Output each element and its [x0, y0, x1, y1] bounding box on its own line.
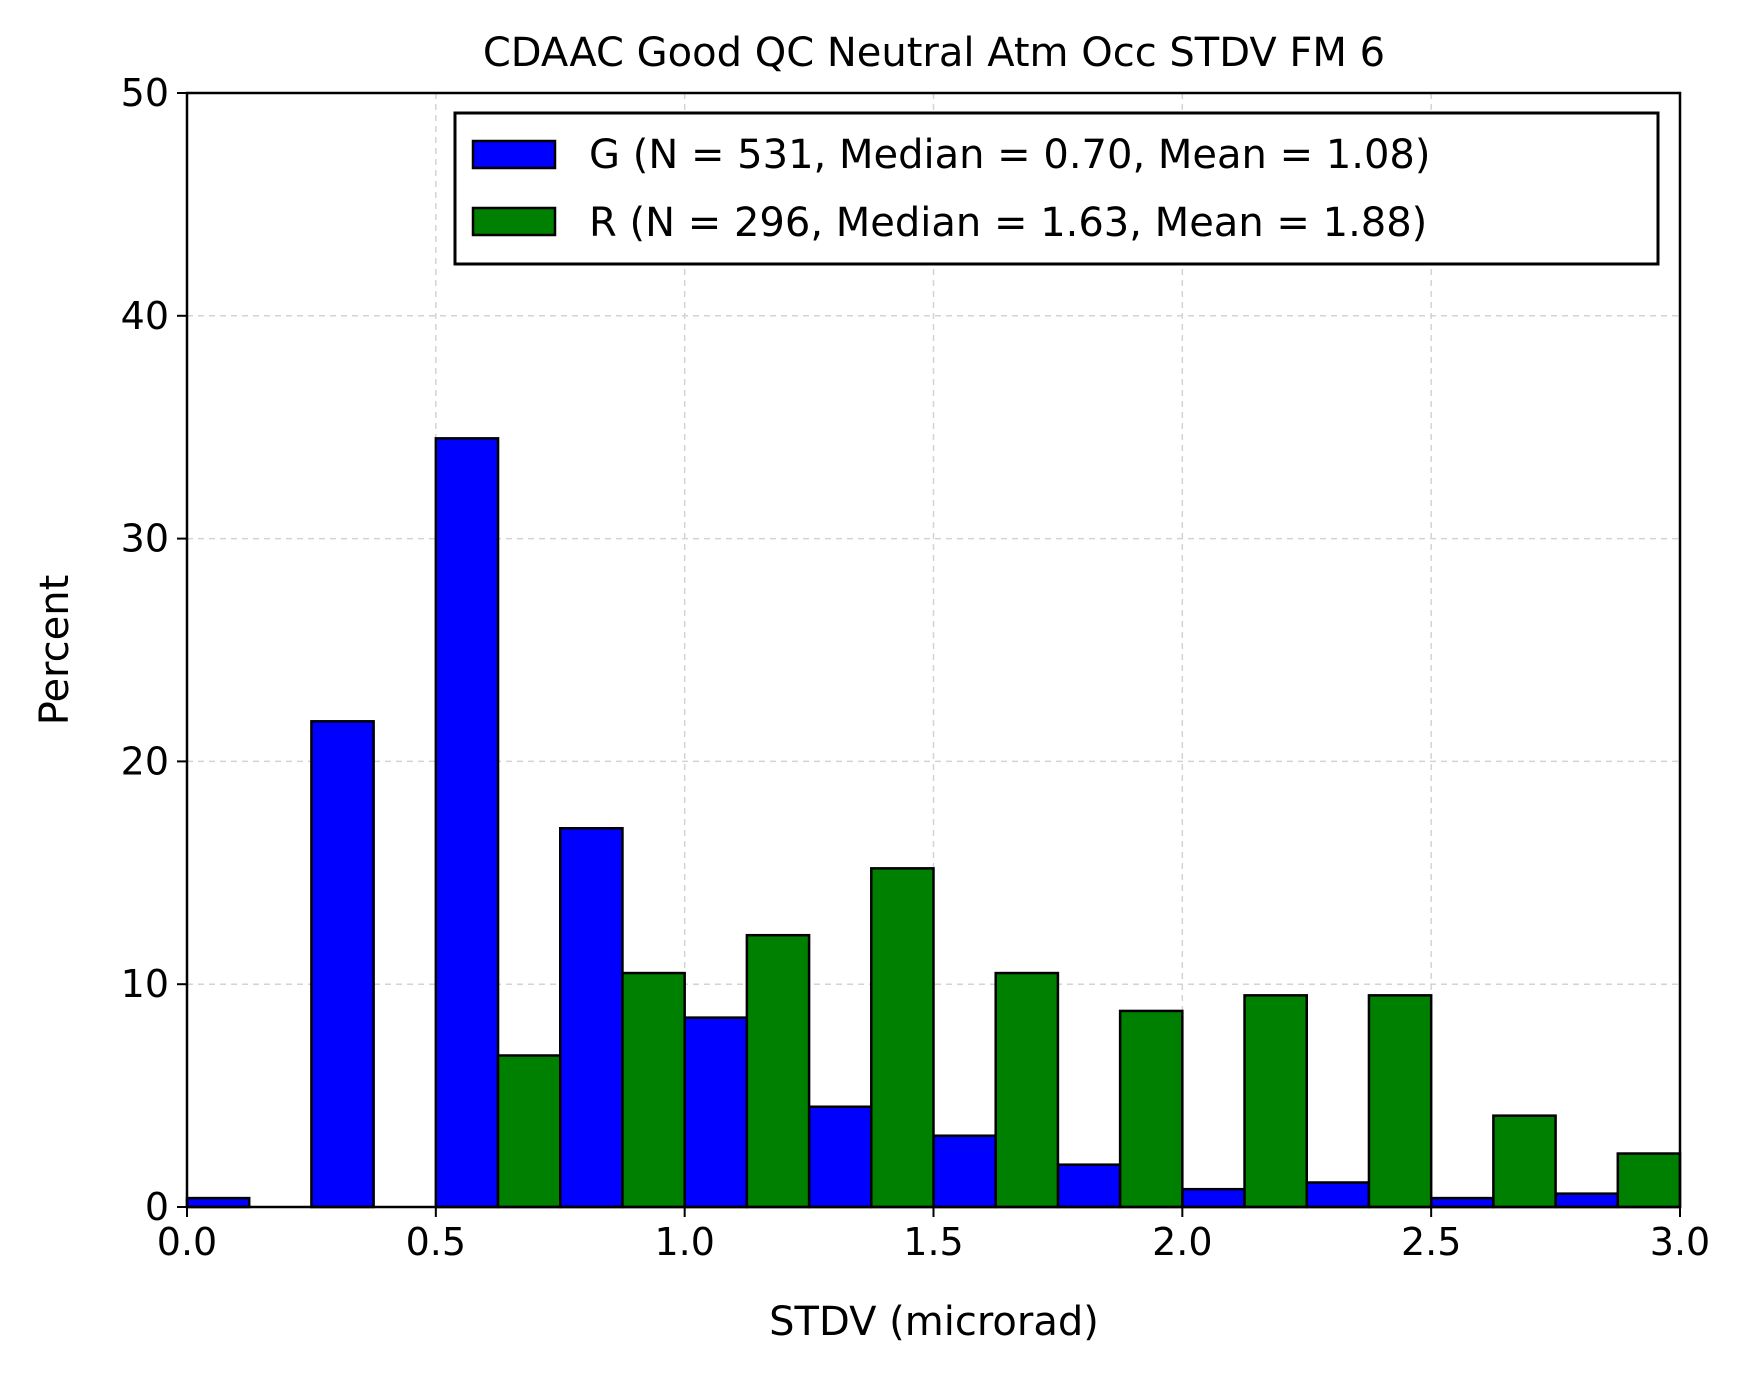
- y-tick-label: 30: [121, 517, 169, 561]
- bar-r: [1492, 1114, 1557, 1209]
- x-tick-label: 2.0: [1152, 1220, 1212, 1264]
- bar-g: [1181, 1187, 1246, 1209]
- legend-box: [453, 111, 1660, 266]
- bar-g: [932, 1134, 997, 1209]
- legend-label-r: R (N = 296, Median = 1.63, Mean = 1.88): [589, 200, 1427, 246]
- y-tick-label: 20: [121, 739, 169, 783]
- bar-g: [1056, 1163, 1122, 1209]
- bar-g: [1305, 1181, 1371, 1209]
- bar-g: [1554, 1192, 1620, 1209]
- bar-g: [310, 720, 375, 1209]
- x-tick-label: 3.0: [1650, 1220, 1710, 1264]
- bar-g: [807, 1105, 873, 1209]
- y-axis-ticks: 0 10 20 30 40 50: [121, 71, 187, 1229]
- bar-g: [185, 1196, 251, 1209]
- bar-r: [1616, 1152, 1682, 1209]
- bar-g: [559, 826, 624, 1209]
- legend-swatch-r: [471, 206, 557, 237]
- x-tick-label: 1.5: [903, 1220, 963, 1264]
- bar-r: [621, 971, 686, 1209]
- legend-label-g: G (N = 531, Median = 0.70, Mean = 1.08): [589, 132, 1430, 178]
- bar-r: [1118, 1009, 1184, 1209]
- bar-g: [434, 437, 500, 1209]
- legend: G (N = 531, Median = 0.70, Mean = 1.08) …: [453, 111, 1660, 266]
- y-tick-label: 10: [121, 962, 169, 1006]
- x-axis-ticks: 0.0 0.5 1.0 1.5 2.0 2.5 3.0: [157, 1207, 1710, 1264]
- y-tick-label: 50: [121, 71, 169, 115]
- y-tick-label: 40: [121, 294, 169, 338]
- bar-r: [870, 867, 935, 1209]
- y-axis-label: Percent: [32, 575, 78, 726]
- bar-r: [994, 971, 1060, 1209]
- bar-g: [1429, 1196, 1495, 1209]
- bar-r: [745, 933, 811, 1209]
- bar-r: [1367, 994, 1433, 1209]
- x-axis-label: STDV (microrad): [769, 1299, 1099, 1345]
- x-tick-label: 1.0: [654, 1220, 714, 1264]
- x-tick-label: 2.5: [1401, 1220, 1461, 1264]
- bar-r: [1243, 994, 1308, 1209]
- bars-group: [185, 437, 1682, 1209]
- x-tick-label: 0.5: [406, 1220, 466, 1264]
- bar-r: [496, 1054, 562, 1209]
- x-tick-label: 0.0: [157, 1220, 217, 1264]
- legend-swatch-g: [471, 139, 557, 170]
- y-tick-label: 0: [145, 1185, 169, 1229]
- bar-g: [683, 1016, 749, 1209]
- chart-title: CDAAC Good QC Neutral Atm Occ STDV FM 6: [483, 30, 1385, 76]
